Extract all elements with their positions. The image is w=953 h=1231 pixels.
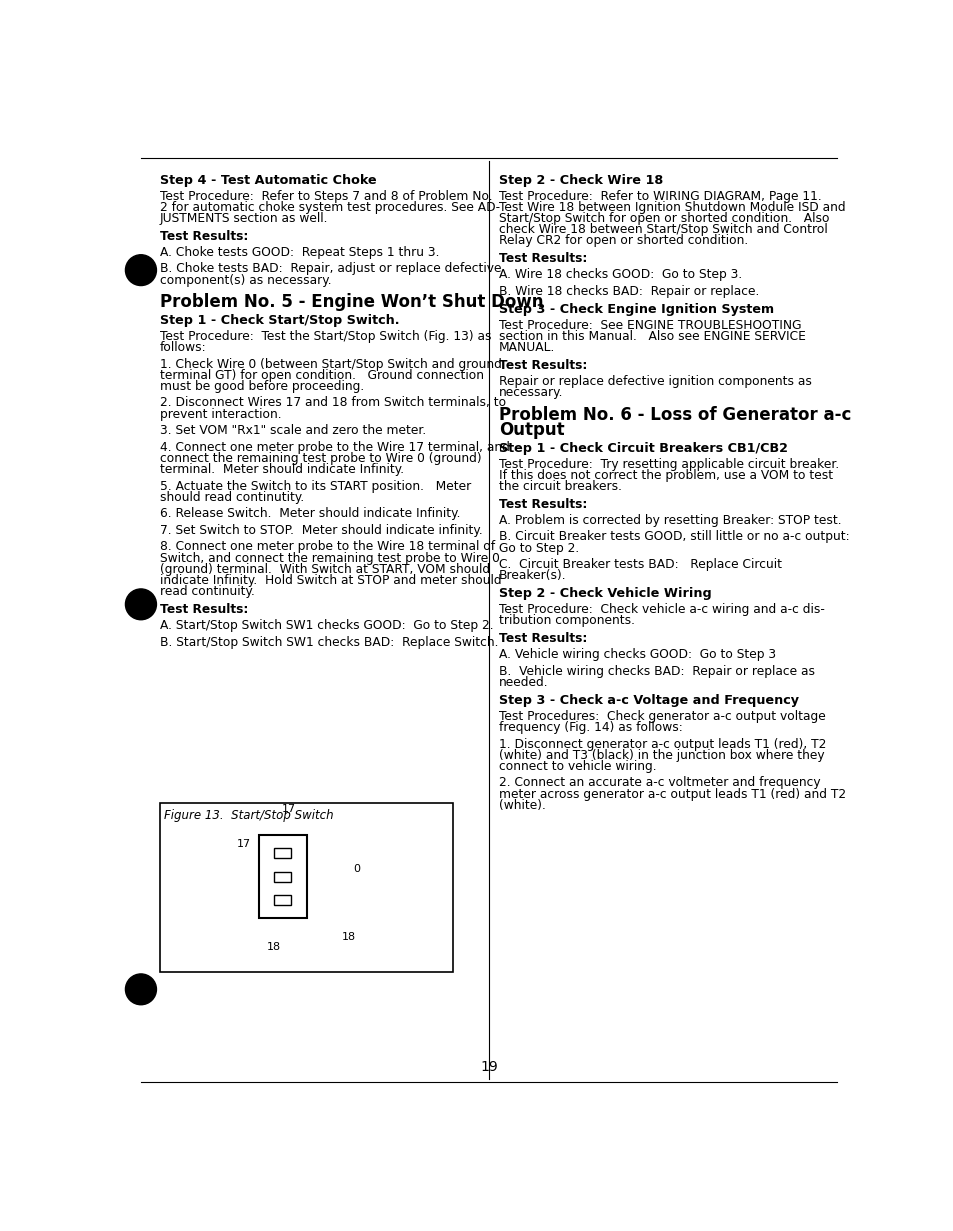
Text: B. Start/Stop Switch SW1 checks BAD:  Replace Switch.: B. Start/Stop Switch SW1 checks BAD: Rep… xyxy=(159,635,497,649)
Text: Step 1 - Check Circuit Breakers CB1/CB2: Step 1 - Check Circuit Breakers CB1/CB2 xyxy=(498,442,787,455)
Text: 18: 18 xyxy=(341,932,355,942)
Text: Relay CR2 for open or shorted condition.: Relay CR2 for open or shorted condition. xyxy=(498,234,747,247)
Bar xyxy=(159,803,452,972)
Text: Test Results:: Test Results: xyxy=(498,499,587,511)
Text: Step 2 - Check Vehicle Wiring: Step 2 - Check Vehicle Wiring xyxy=(498,587,711,601)
Text: 7. Set Switch to STOP.  Meter should indicate infinity.: 7. Set Switch to STOP. Meter should indi… xyxy=(159,524,482,537)
Text: follows:: follows: xyxy=(159,341,206,355)
Text: must be good before proceeding.: must be good before proceeding. xyxy=(159,380,363,393)
Circle shape xyxy=(125,255,156,286)
Text: 18: 18 xyxy=(267,942,281,952)
Text: Test Results:: Test Results: xyxy=(498,252,587,266)
Text: A. Wire 18 checks GOOD:  Go to Step 3.: A. Wire 18 checks GOOD: Go to Step 3. xyxy=(498,268,741,281)
Text: MANUAL.: MANUAL. xyxy=(498,341,555,355)
Text: meter across generator a-c output leads T1 (red) and T2: meter across generator a-c output leads … xyxy=(498,788,845,800)
Text: 0: 0 xyxy=(353,864,359,874)
Text: Figure 13.  Start/Stop Switch: Figure 13. Start/Stop Switch xyxy=(164,809,334,822)
Text: Test Procedure:  Check vehicle a-c wiring and a-c dis-: Test Procedure: Check vehicle a-c wiring… xyxy=(498,603,824,617)
Text: 2 for automatic choke system test procedures. See AD-: 2 for automatic choke system test proced… xyxy=(159,201,499,214)
Text: Test Results:: Test Results: xyxy=(159,603,248,617)
Text: 3. Set VOM "Rx1" scale and zero the meter.: 3. Set VOM "Rx1" scale and zero the mete… xyxy=(159,425,425,437)
Circle shape xyxy=(125,974,156,1004)
Text: Test Wire 18 between Ignition Shutdown Module ISD and: Test Wire 18 between Ignition Shutdown M… xyxy=(498,201,844,214)
Circle shape xyxy=(125,588,156,619)
Text: Breaker(s).: Breaker(s). xyxy=(498,569,566,582)
Text: B. Choke tests BAD:  Repair, adjust or replace defective: B. Choke tests BAD: Repair, adjust or re… xyxy=(159,262,500,276)
Text: terminal.  Meter should indicate Infinity.: terminal. Meter should indicate Infinity… xyxy=(159,463,403,476)
Text: connect the remaining test probe to Wire 0 (ground): connect the remaining test probe to Wire… xyxy=(159,452,480,465)
Text: If this does not correct the problem, use a VOM to test: If this does not correct the problem, us… xyxy=(498,469,832,481)
Text: A. Choke tests GOOD:  Repeat Steps 1 thru 3.: A. Choke tests GOOD: Repeat Steps 1 thru… xyxy=(159,246,438,259)
Text: terminal GT) for open condition.   Ground connection: terminal GT) for open condition. Ground … xyxy=(159,369,483,382)
Text: Step 3 - Check a-c Voltage and Frequency: Step 3 - Check a-c Voltage and Frequency xyxy=(498,694,799,707)
Bar xyxy=(274,848,291,858)
Text: Step 3 - Check Engine Ignition System: Step 3 - Check Engine Ignition System xyxy=(498,303,773,316)
Text: section in this Manual.   Also see ENGINE SERVICE: section in this Manual. Also see ENGINE … xyxy=(498,330,805,342)
Text: Go to Step 2.: Go to Step 2. xyxy=(498,542,578,555)
Text: Problem No. 6 - Loss of Generator a-c: Problem No. 6 - Loss of Generator a-c xyxy=(498,406,850,423)
Text: 17: 17 xyxy=(236,840,251,849)
Text: (white).: (white). xyxy=(498,799,545,811)
Text: A. Vehicle wiring checks GOOD:  Go to Step 3: A. Vehicle wiring checks GOOD: Go to Ste… xyxy=(498,649,776,661)
Text: Step 4 - Test Automatic Choke: Step 4 - Test Automatic Choke xyxy=(159,174,375,187)
Text: 4. Connect one meter probe to the Wire 17 terminal, and: 4. Connect one meter probe to the Wire 1… xyxy=(159,441,509,454)
Bar xyxy=(274,895,291,905)
Text: tribution components.: tribution components. xyxy=(498,614,635,628)
Text: A. Problem is corrected by resetting Breaker: STOP test.: A. Problem is corrected by resetting Bre… xyxy=(498,513,841,527)
Text: 6. Release Switch.  Meter should indicate Infinity.: 6. Release Switch. Meter should indicate… xyxy=(159,507,459,521)
Text: 2. Connect an accurate a-c voltmeter and frequency: 2. Connect an accurate a-c voltmeter and… xyxy=(498,777,820,789)
Text: Step 2 - Check Wire 18: Step 2 - Check Wire 18 xyxy=(498,174,662,187)
Text: 8. Connect one meter probe to the Wire 18 terminal of: 8. Connect one meter probe to the Wire 1… xyxy=(159,540,495,554)
Text: frequency (Fig. 14) as follows:: frequency (Fig. 14) as follows: xyxy=(498,721,682,734)
Text: 1. Check Wire 0 (between Start/Stop Switch and ground: 1. Check Wire 0 (between Start/Stop Swit… xyxy=(159,357,501,371)
Text: Test Procedure:  See ENGINE TROUBLESHOOTING: Test Procedure: See ENGINE TROUBLESHOOTI… xyxy=(498,319,801,331)
Text: Test Procedure:  Refer to Steps 7 and 8 of Problem No.: Test Procedure: Refer to Steps 7 and 8 o… xyxy=(159,190,492,203)
Text: Test Results:: Test Results: xyxy=(498,633,587,645)
Text: C.  Circuit Breaker tests BAD:   Replace Circuit: C. Circuit Breaker tests BAD: Replace Ci… xyxy=(498,558,781,571)
Text: Switch, and connect the remaining test probe to Wire 0: Switch, and connect the remaining test p… xyxy=(159,551,499,565)
Text: Test Results:: Test Results: xyxy=(159,230,248,243)
Text: check Wire 18 between Start/Stop Switch and Control: check Wire 18 between Start/Stop Switch … xyxy=(498,223,827,236)
Text: necessary.: necessary. xyxy=(498,387,563,399)
Text: 5. Actuate the Switch to its START position.   Meter: 5. Actuate the Switch to its START posit… xyxy=(159,480,471,492)
Text: 19: 19 xyxy=(479,1060,497,1073)
Bar xyxy=(258,836,306,918)
Text: prevent interaction.: prevent interaction. xyxy=(159,407,281,421)
Text: B.  Vehicle wiring checks BAD:  Repair or replace as: B. Vehicle wiring checks BAD: Repair or … xyxy=(498,665,814,678)
Text: B. Wire 18 checks BAD:  Repair or replace.: B. Wire 18 checks BAD: Repair or replace… xyxy=(498,284,759,298)
Text: connect to vehicle wiring.: connect to vehicle wiring. xyxy=(498,760,656,773)
Text: component(s) as necessary.: component(s) as necessary. xyxy=(159,273,331,287)
Text: Step 1 - Check Start/Stop Switch.: Step 1 - Check Start/Stop Switch. xyxy=(159,314,398,327)
Text: A. Start/Stop Switch SW1 checks GOOD:  Go to Step 2.: A. Start/Stop Switch SW1 checks GOOD: Go… xyxy=(159,619,493,632)
Text: Output: Output xyxy=(498,421,564,439)
Text: (white) and T3 (black) in the junction box where they: (white) and T3 (black) in the junction b… xyxy=(498,748,823,762)
Text: 1. Disconnect generator a-c output leads T1 (red), T2: 1. Disconnect generator a-c output leads… xyxy=(498,737,825,751)
Text: read continuity.: read continuity. xyxy=(159,585,254,598)
Text: Test Procedures:  Check generator a-c output voltage: Test Procedures: Check generator a-c out… xyxy=(498,710,825,723)
Text: needed.: needed. xyxy=(498,676,548,689)
Text: Start/Stop Switch for open or shorted condition.   Also: Start/Stop Switch for open or shorted co… xyxy=(498,212,828,225)
Text: Test Procedure:  Refer to WIRING DIAGRAM, Page 11.: Test Procedure: Refer to WIRING DIAGRAM,… xyxy=(498,190,821,203)
Bar xyxy=(274,872,291,881)
Text: the circuit breakers.: the circuit breakers. xyxy=(498,480,621,492)
Text: Problem No. 5 - Engine Won’t Shut Down: Problem No. 5 - Engine Won’t Shut Down xyxy=(159,293,542,311)
Text: Test Procedure:  Try resetting applicable circuit breaker.: Test Procedure: Try resetting applicable… xyxy=(498,458,839,470)
Text: 17: 17 xyxy=(281,804,295,814)
Text: indicate Infinity.  Hold Switch at STOP and meter should: indicate Infinity. Hold Switch at STOP a… xyxy=(159,574,500,587)
Text: B. Circuit Breaker tests GOOD, still little or no a-c output:: B. Circuit Breaker tests GOOD, still lit… xyxy=(498,531,849,543)
Text: (ground) terminal.  With Switch at START, VOM should: (ground) terminal. With Switch at START,… xyxy=(159,563,489,576)
Text: should read continutity.: should read continutity. xyxy=(159,491,303,503)
Text: Repair or replace defective ignition components as: Repair or replace defective ignition com… xyxy=(498,375,811,388)
Text: JUSTMENTS section as well.: JUSTMENTS section as well. xyxy=(159,212,328,225)
Text: 2. Disconnect Wires 17 and 18 from Switch terminals, to: 2. Disconnect Wires 17 and 18 from Switc… xyxy=(159,396,505,410)
Text: Test Results:: Test Results: xyxy=(498,359,587,372)
Text: Test Procedure:  Test the Start/Stop Switch (Fig. 13) as: Test Procedure: Test the Start/Stop Swit… xyxy=(159,330,491,342)
